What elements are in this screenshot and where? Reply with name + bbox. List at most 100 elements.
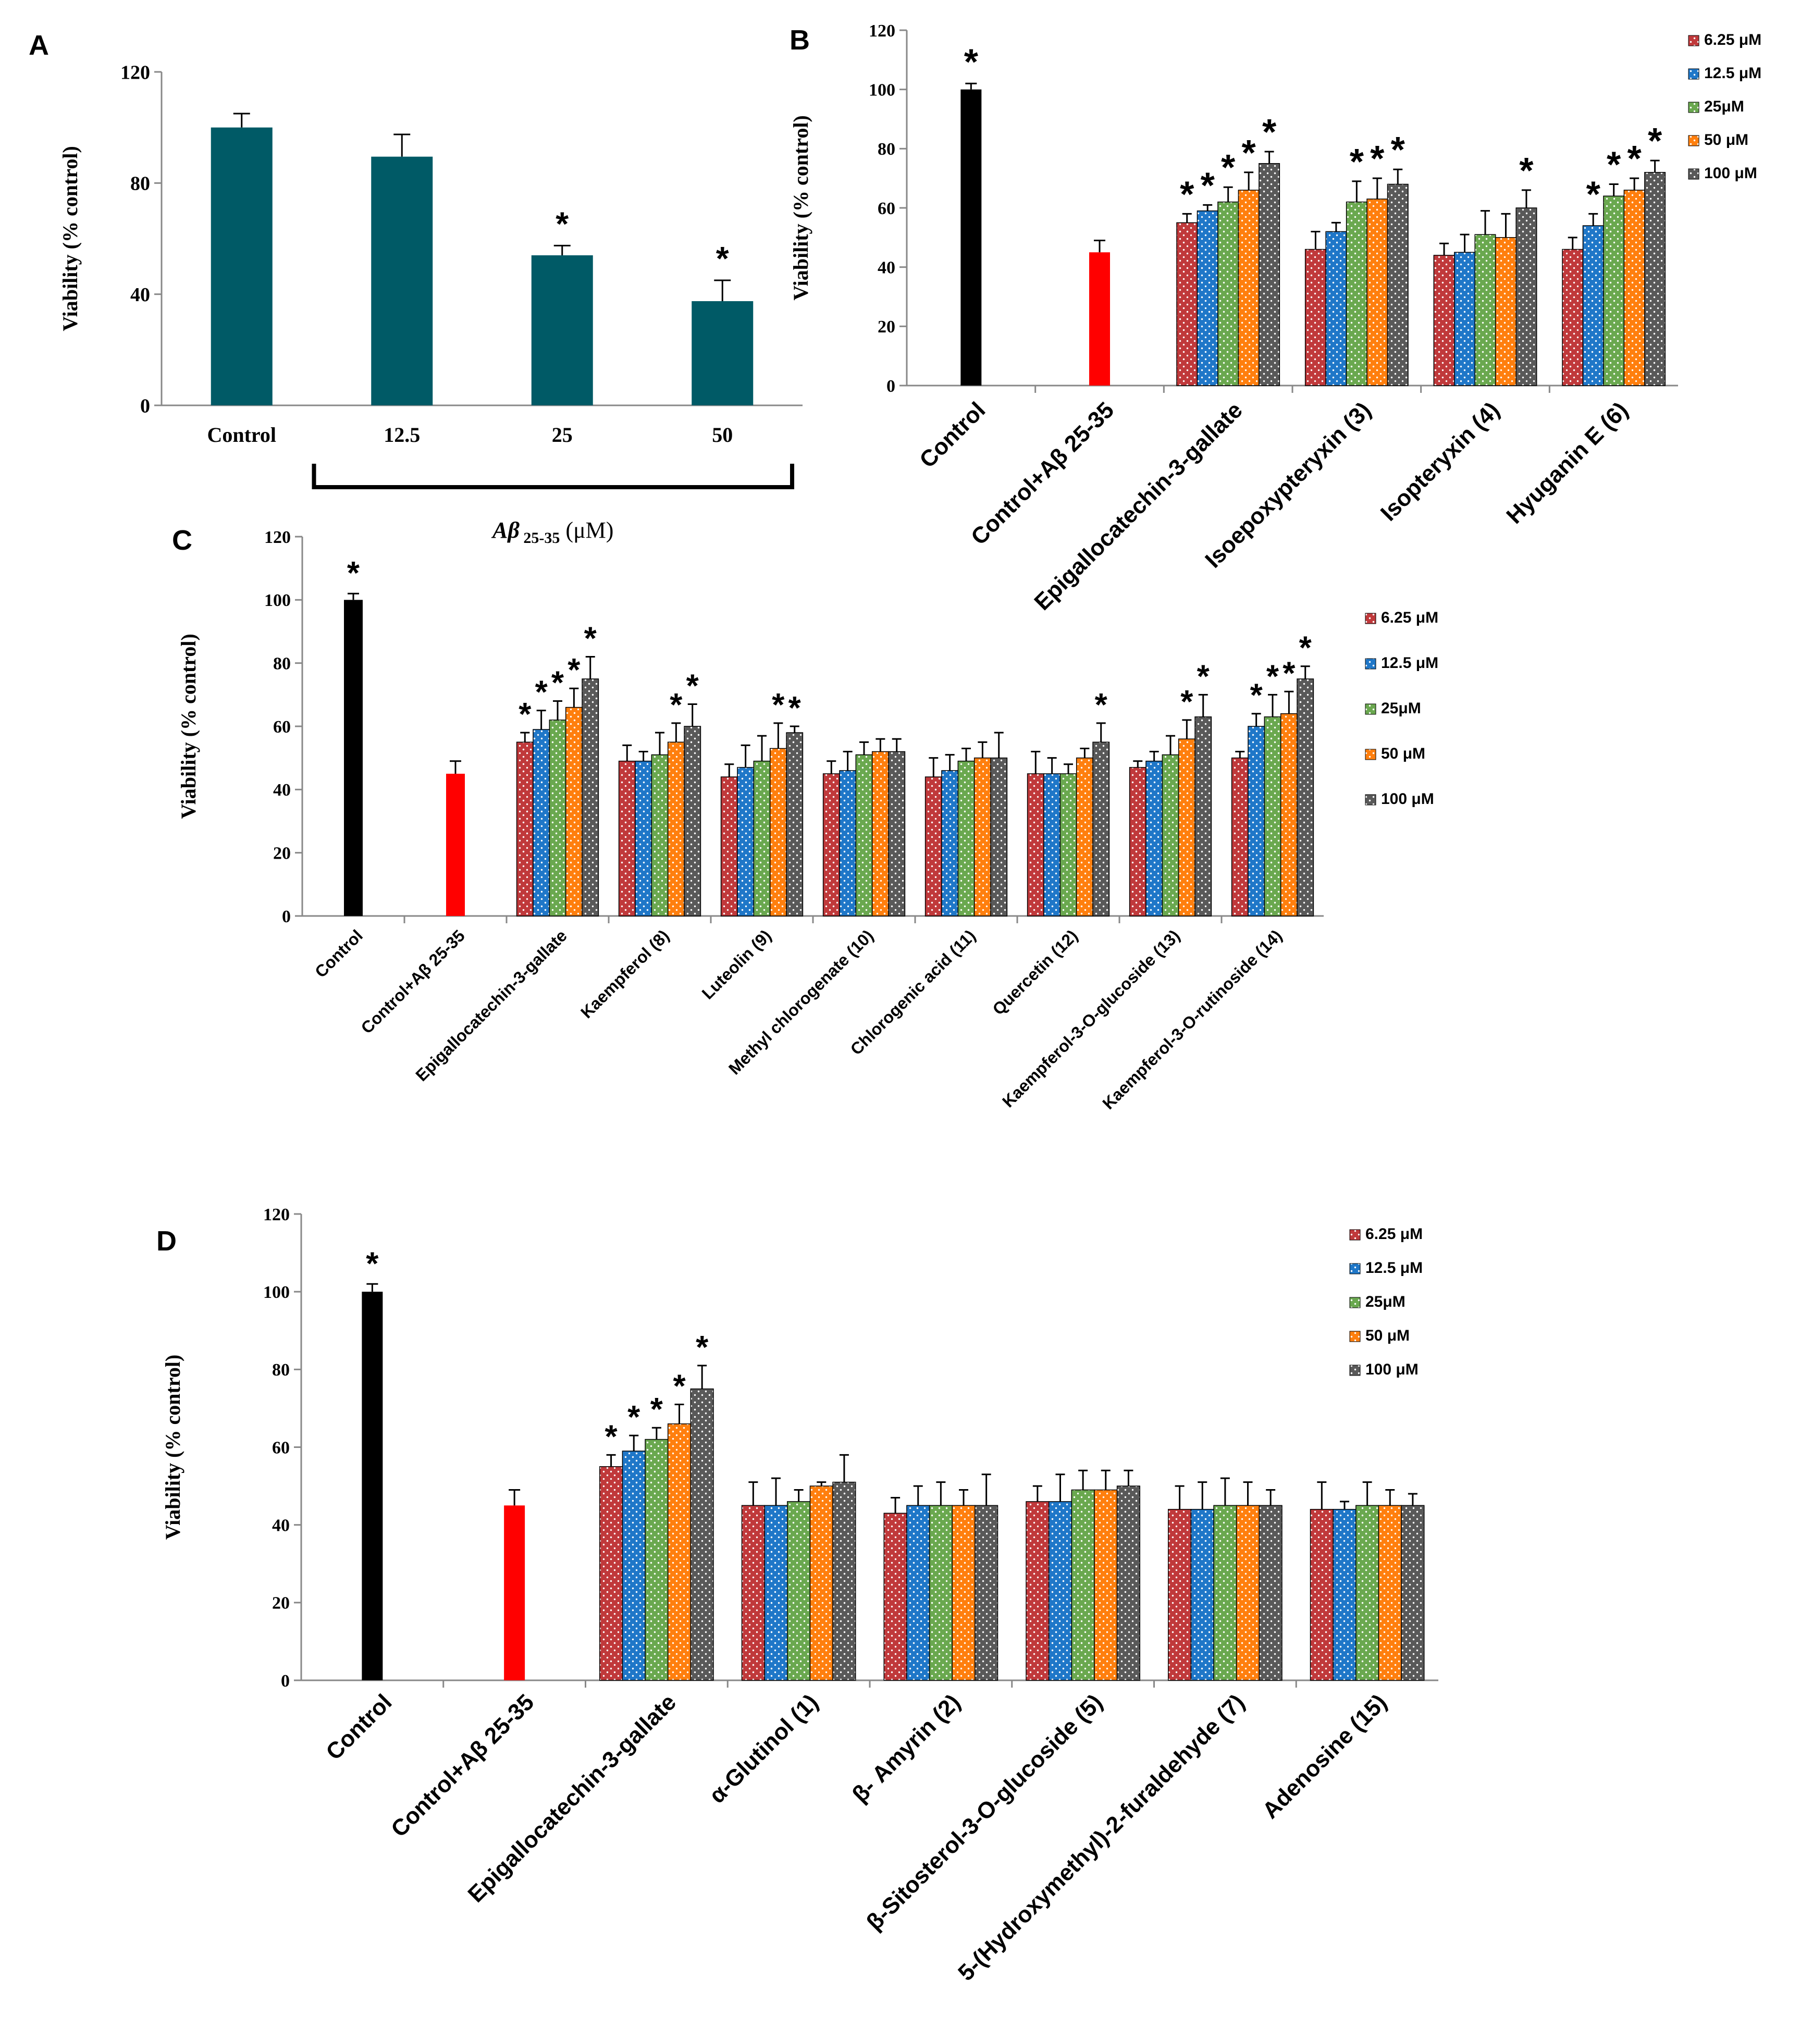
bar-luteolin-9-4 [786, 732, 804, 916]
legend-swatch [1688, 35, 1699, 46]
bar-adenosine-15-2 [1355, 1505, 1379, 1681]
y-tick-label: 120 [263, 1205, 290, 1224]
y-tick-label: 20 [878, 317, 895, 337]
y-tick-label: 60 [878, 199, 895, 218]
y-tick-label: 60 [272, 1438, 290, 1457]
bar-amyrin-2-3 [952, 1505, 976, 1681]
bar-kaempferol-8-1 [635, 760, 652, 916]
significance-asterisk: * [1250, 678, 1263, 714]
bar-isoepoxypteryxin-3-1 [1325, 231, 1347, 386]
bar-hyuganin-e-6-3 [1623, 190, 1645, 386]
legend-label: 50 μM [1365, 1327, 1410, 1344]
legend-label: 100 μM [1381, 790, 1434, 808]
y-tick-label: 0 [282, 907, 291, 926]
legend-swatch [1365, 703, 1376, 715]
legend-swatch [1688, 135, 1699, 146]
bar-quercetin-12-0 [1027, 773, 1044, 916]
bar-hyuganin-e-6-0 [1562, 249, 1584, 386]
significance-asterisk: * [366, 1246, 379, 1282]
x-tick-label: Adenosine (15) [1257, 1689, 1392, 1824]
legend-swatch [1365, 658, 1376, 670]
x-tick-label: 5-(Hydroxymethyl)-2-furaldehyde (7) [953, 1689, 1250, 1986]
significance-asterisk: * [650, 1392, 663, 1428]
bar-5-hydroxymethyl-2-furaldehyde-7-3 [1236, 1505, 1260, 1681]
significance-asterisk: * [716, 240, 729, 277]
significance-asterisk: * [1391, 129, 1406, 170]
bar-amyrin-2-2 [929, 1505, 953, 1681]
bar-kaempferol-3-o-rutinoside-14-0 [1231, 757, 1249, 916]
significance-asterisk: * [1350, 141, 1364, 182]
legend-label: 6.25 μM [1365, 1225, 1423, 1243]
bar-kaempferol-3-o-glucoside-13-1 [1145, 760, 1163, 916]
y-tick-label: 40 [272, 1516, 290, 1535]
y-tick-label: 40 [130, 284, 150, 306]
bar-epigallocatechin-3-gallate-2 [1217, 201, 1239, 386]
y-tick-label: 120 [869, 21, 895, 41]
x-tick-label: Epigallocatechin-3-gallate [1029, 397, 1247, 615]
bar-12-5 [371, 156, 433, 405]
panel-label: D [156, 1225, 177, 1257]
significance-asterisk: * [605, 1419, 618, 1455]
significance-asterisk: * [1607, 144, 1621, 185]
bar-kaempferol-3-o-rutinoside-14-3 [1280, 713, 1298, 916]
y-tick-label: 40 [878, 258, 895, 278]
legend-swatch [1365, 613, 1376, 624]
bar-quercetin-12-3 [1076, 757, 1093, 916]
significance-asterisk: * [1095, 687, 1108, 723]
bar-kaempferol-3-o-glucoside-13-3 [1178, 738, 1195, 916]
x-tick-label: 12.5 [384, 423, 420, 447]
bar-control [960, 89, 982, 386]
bar-epigallocatechin-3-gallate-1 [1197, 210, 1218, 386]
bar-epigallocatechin-3-gallate-0 [516, 741, 534, 916]
bar-sitosterol-3-o-glucoside-5-0 [1026, 1501, 1050, 1681]
legend-swatch [1688, 168, 1699, 180]
significance-asterisk: * [1221, 147, 1236, 188]
bar-kaempferol-3-o-rutinoside-14-2 [1264, 716, 1281, 916]
bar-kaempferol-3-o-rutinoside-14-1 [1248, 726, 1265, 916]
x-tick-label: Luteolin (9) [698, 926, 775, 1002]
legend-label: 25μM [1704, 98, 1744, 115]
y-axis-title: Viability (% control) [58, 146, 82, 331]
bar-glutinol-1-4 [832, 1481, 856, 1681]
bar-kaempferol-3-o-glucoside-13-0 [1129, 767, 1146, 916]
legend-swatch [1365, 749, 1376, 760]
y-tick-label: 80 [130, 173, 150, 195]
x-tick-label: Isopteryxin (4) [1376, 397, 1505, 526]
significance-asterisk: * [1299, 630, 1312, 666]
bar-isoepoxypteryxin-3-3 [1366, 199, 1388, 386]
x-tick-label: Control [311, 926, 366, 981]
bar-epigallocatechin-3-gallate-3 [1238, 190, 1260, 386]
bar-methyl-chlorogenate-10-3 [871, 751, 889, 916]
y-tick-label: 100 [869, 81, 895, 100]
bar-amyrin-2-4 [975, 1505, 998, 1681]
significance-asterisk: * [627, 1399, 640, 1435]
x-tick-label: 25 [552, 423, 573, 447]
bar-sitosterol-3-o-glucoside-5-4 [1116, 1485, 1140, 1681]
y-tick-label: 120 [120, 61, 150, 83]
bar-control-abeta [504, 1505, 525, 1680]
x-tick-label: Control+Aβ 25-35 [357, 926, 469, 1037]
bar-5-hydroxymethyl-2-furaldehyde-7-1 [1190, 1509, 1214, 1681]
y-tick-label: 100 [264, 591, 291, 610]
bar-epigallocatechin-3-gallate-1 [622, 1451, 646, 1681]
x-tick-label: β-Sitosterol-3-O-glucoside (5) [861, 1689, 1107, 1935]
bar-chlorogenic-acid-11-0 [924, 776, 942, 916]
legend-swatch [1349, 1297, 1361, 1308]
significance-asterisk: * [1201, 165, 1215, 205]
legend-swatch [1365, 794, 1376, 806]
bar-glutinol-1-3 [809, 1485, 833, 1681]
bar-hyuganin-e-6-4 [1644, 172, 1666, 386]
bar-chlorogenic-acid-11-4 [990, 757, 1008, 916]
legend-label: 50 μM [1704, 131, 1748, 148]
y-tick-label: 20 [273, 844, 291, 863]
significance-asterisk: * [568, 652, 581, 688]
x-tick-label: Kaempferol-3-O-glucoside (13) [998, 926, 1183, 1111]
legend-swatch [1349, 1331, 1361, 1342]
significance-asterisk: * [673, 1368, 686, 1404]
y-tick-label: 0 [886, 377, 895, 396]
bar-sitosterol-3-o-glucoside-5-1 [1048, 1501, 1072, 1681]
x-tick-label: Kaempferol-3-O-rutinoside (14) [1099, 926, 1286, 1113]
bar-kaempferol-3-o-glucoside-13-4 [1194, 716, 1212, 916]
bar-control [344, 600, 363, 916]
